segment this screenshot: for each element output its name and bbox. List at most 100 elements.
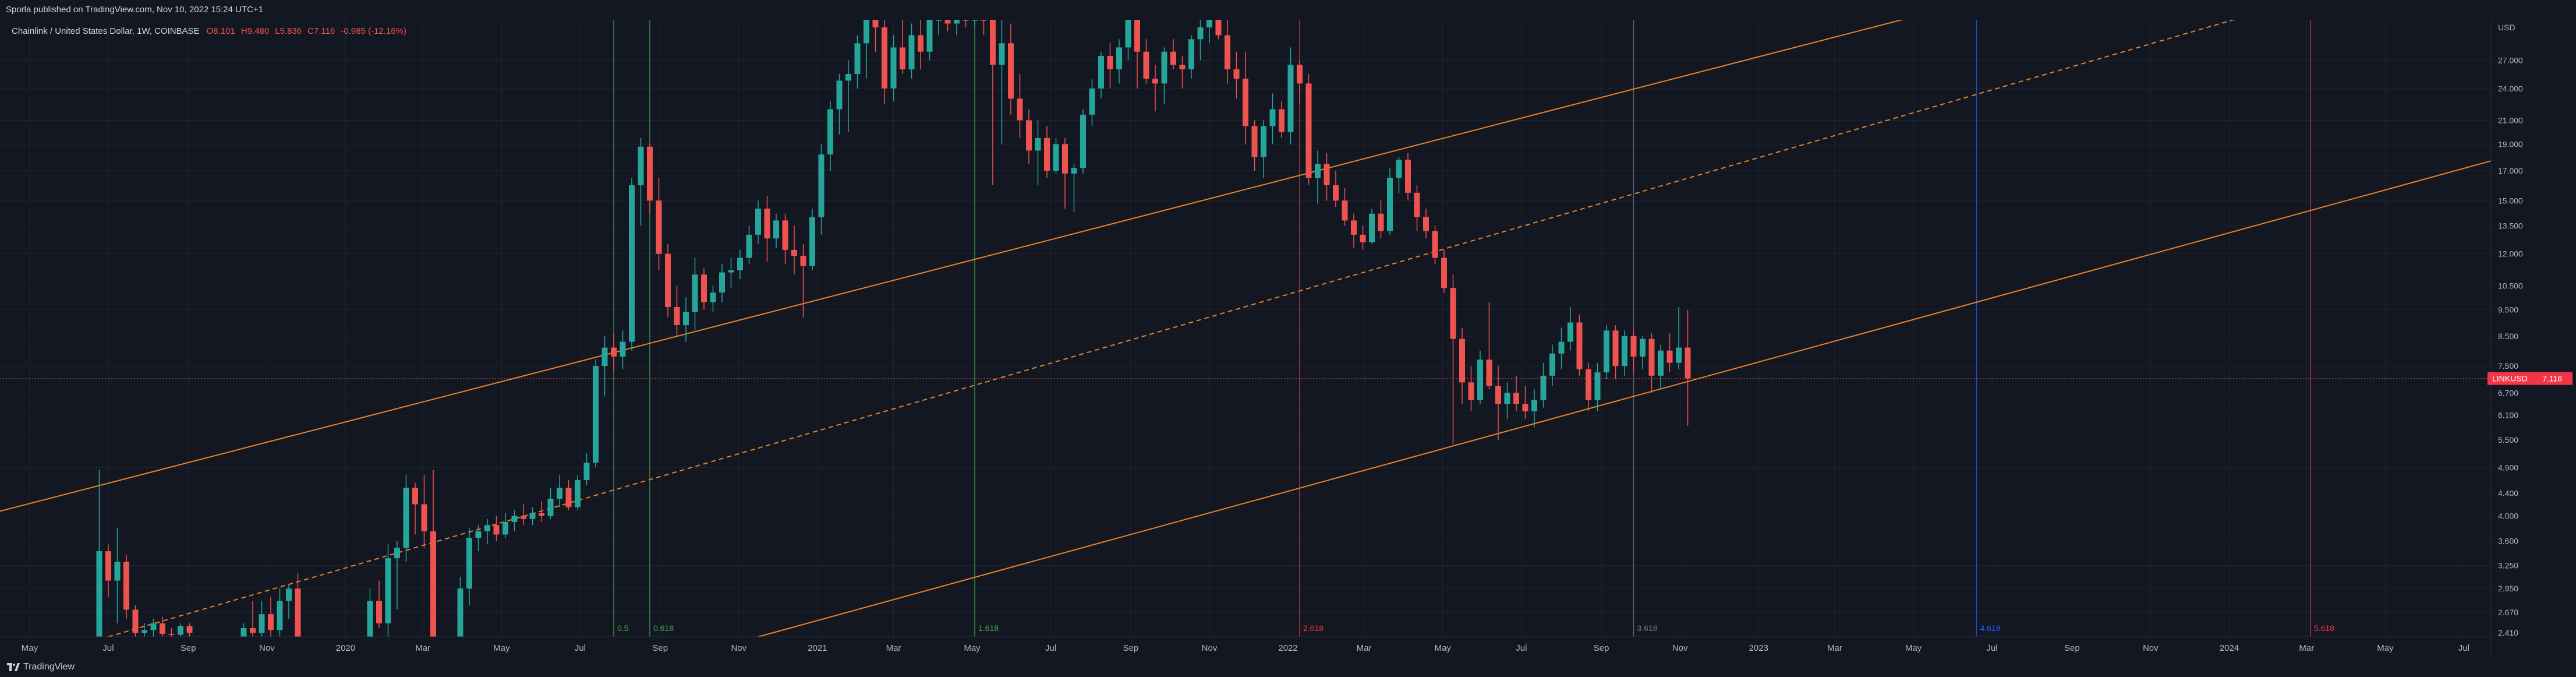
candle-body: [1324, 164, 1330, 185]
x-tick-label: 2021: [808, 643, 827, 653]
y-tick-label: 4.000: [2498, 512, 2518, 521]
candle-body: [972, 20, 978, 21]
x-tick-label: May: [1435, 643, 1452, 653]
candle-body: [1531, 400, 1537, 412]
brand-bar: TradingView: [0, 657, 2576, 677]
y-tick-label: 8.500: [2498, 332, 2518, 341]
brand-name: TradingView: [23, 662, 75, 672]
candle-body: [1089, 88, 1095, 115]
candle-body: [1658, 350, 1664, 376]
candle-body: [132, 609, 139, 633]
candle-body: [944, 20, 951, 24]
candle-body: [240, 627, 247, 637]
candle-body: [1206, 20, 1212, 28]
y-tick-label: 7.500: [2498, 361, 2518, 371]
candle-body: [981, 20, 987, 21]
candle-body: [954, 20, 960, 24]
candle-body: [1378, 213, 1384, 231]
candle-body: [692, 274, 698, 312]
candle-body: [1441, 258, 1447, 288]
candle-body: [1017, 98, 1023, 121]
candle-body: [683, 312, 689, 326]
candle-body: [1233, 69, 1240, 79]
candle-body: [674, 307, 680, 326]
candle-body: [1225, 35, 1230, 70]
candle-body: [665, 253, 671, 308]
candle-body: [918, 35, 923, 52]
y-tick-label: 2.410: [2498, 628, 2518, 637]
fib-time-zone-label: 2.618: [1303, 623, 1324, 633]
candle-body: [1360, 234, 1366, 242]
candle-body: [1161, 51, 1167, 84]
candle-body: [105, 551, 111, 581]
candle-body: [773, 220, 779, 239]
candle-body: [872, 20, 879, 28]
candle-body: [818, 154, 825, 217]
candle-body: [764, 209, 770, 239]
channel-line: [0, 20, 1904, 512]
candle-body: [123, 562, 129, 610]
y-tick-label: 17.000: [2498, 166, 2523, 175]
candle-body: [845, 73, 851, 81]
y-tick-label: 3.250: [2498, 561, 2518, 570]
price-chart[interactable]: 0.5 0.618 1.618 2.618 3.618 4.618 5.618 2.410 2…: [0, 20, 2576, 657]
y-tick-label: 10.500: [2498, 281, 2523, 290]
candle-body: [1098, 56, 1104, 89]
tradingview-logo[interactable]: TradingView: [7, 662, 75, 672]
x-tick-label: Jul: [1986, 643, 1997, 653]
candle-body: [1450, 288, 1456, 339]
candle-body: [900, 47, 905, 70]
candle-body: [1513, 393, 1519, 404]
candle-body: [1666, 350, 1673, 363]
candle-body: [457, 588, 463, 637]
candle-body: [719, 272, 725, 293]
candle-body: [178, 626, 183, 635]
x-tick-label: May: [493, 643, 510, 653]
x-tick-label: Nov: [1202, 643, 1218, 653]
y-tick-label: 15.000: [2498, 196, 2523, 205]
legend-low: L5.836: [275, 26, 302, 36]
candle-body: [521, 516, 526, 519]
candle-body: [484, 525, 490, 531]
candle-body: [1179, 65, 1186, 70]
candle-body: [1351, 220, 1357, 235]
candle-body: [800, 256, 806, 266]
x-tick-label: Sep: [1123, 643, 1139, 653]
candle-body: [1387, 178, 1393, 231]
candle-body: [529, 513, 536, 519]
candle-body: [168, 633, 175, 635]
x-tick-label: Sep: [652, 643, 668, 653]
candle-body: [629, 185, 635, 342]
candle-body: [936, 20, 942, 21]
candle-body: [539, 513, 544, 516]
y-tick-label: 12.000: [2498, 249, 2523, 259]
candle-body: [186, 626, 193, 633]
candle-body: [1333, 185, 1339, 201]
candle-body: [1540, 375, 1547, 400]
candle-body: [1026, 120, 1032, 151]
y-axis-title: USD: [2498, 23, 2515, 32]
x-tick-label: 2024: [2220, 643, 2239, 653]
legend-change: -0.985 (-12.16%): [341, 26, 406, 36]
y-tick-label: 13.500: [2498, 221, 2523, 230]
y-tick-label: 21.000: [2498, 115, 2523, 125]
publisher-bar: Sporla published on TradingView.com, Nov…: [0, 0, 2576, 20]
candle-body: [268, 614, 274, 630]
candle-body: [503, 521, 508, 535]
candle-body: [1414, 192, 1420, 217]
x-tick-label: Mar: [886, 643, 901, 653]
candle-body: [367, 601, 373, 637]
candle-body: [114, 562, 121, 581]
candle-body: [1116, 47, 1122, 70]
x-tick-label: Mar: [2299, 643, 2314, 653]
x-tick-label: Sep: [1594, 643, 1609, 653]
candle-body: [403, 488, 409, 548]
candle-body: [547, 498, 554, 516]
candle-body: [1071, 168, 1077, 174]
candle-body: [1459, 338, 1465, 383]
fib-time-zone-label: 0.5: [617, 623, 629, 633]
candle-body: [1522, 404, 1528, 412]
candle-body: [1396, 160, 1402, 178]
candle-body: [1053, 144, 1059, 171]
candle-body: [1612, 330, 1619, 366]
